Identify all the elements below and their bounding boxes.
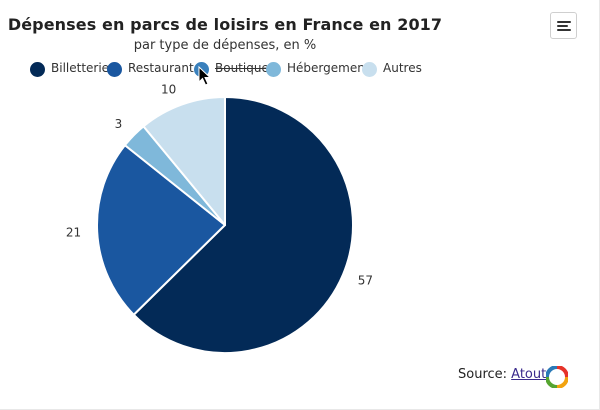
legend-label: Boutique: [215, 61, 269, 75]
legend-symbol: [266, 62, 281, 77]
atout-logo-icon: [546, 366, 568, 388]
legend-label: Restaurant: [128, 61, 194, 75]
legend-label: Autres: [383, 61, 422, 75]
legend-symbol: [362, 62, 377, 77]
mouse-cursor-icon: [198, 66, 212, 86]
pie-slice-restaurant[interactable]: [96, 144, 226, 316]
context-menu-button[interactable]: [550, 12, 577, 39]
menu-icon-line-1: [557, 21, 571, 23]
pie-slice-autres[interactable]: [142, 96, 226, 226]
source-link[interactable]: Atout: [511, 367, 547, 382]
data-label: 57: [358, 274, 373, 288]
chart-title: Dépenses en parcs de loisirs en France e…: [7, 15, 443, 34]
legend-label: Hébergement: [287, 61, 370, 75]
legend-symbol: [30, 62, 45, 77]
source-prefix: Source:: [458, 367, 508, 382]
chart-subtitle: par type de dépenses, en %: [133, 38, 317, 53]
pie-slice-billetterie[interactable]: [132, 96, 354, 354]
data-label: 10: [161, 82, 176, 96]
legend-symbol: [107, 62, 122, 77]
source-credit: Source: Atout: [458, 367, 546, 382]
data-label: 3: [115, 117, 123, 131]
data-label: 21: [66, 225, 81, 239]
menu-icon-line-3: [557, 29, 571, 31]
menu-icon-line-2: [557, 25, 568, 27]
legend-label: Billetterie: [51, 61, 110, 75]
